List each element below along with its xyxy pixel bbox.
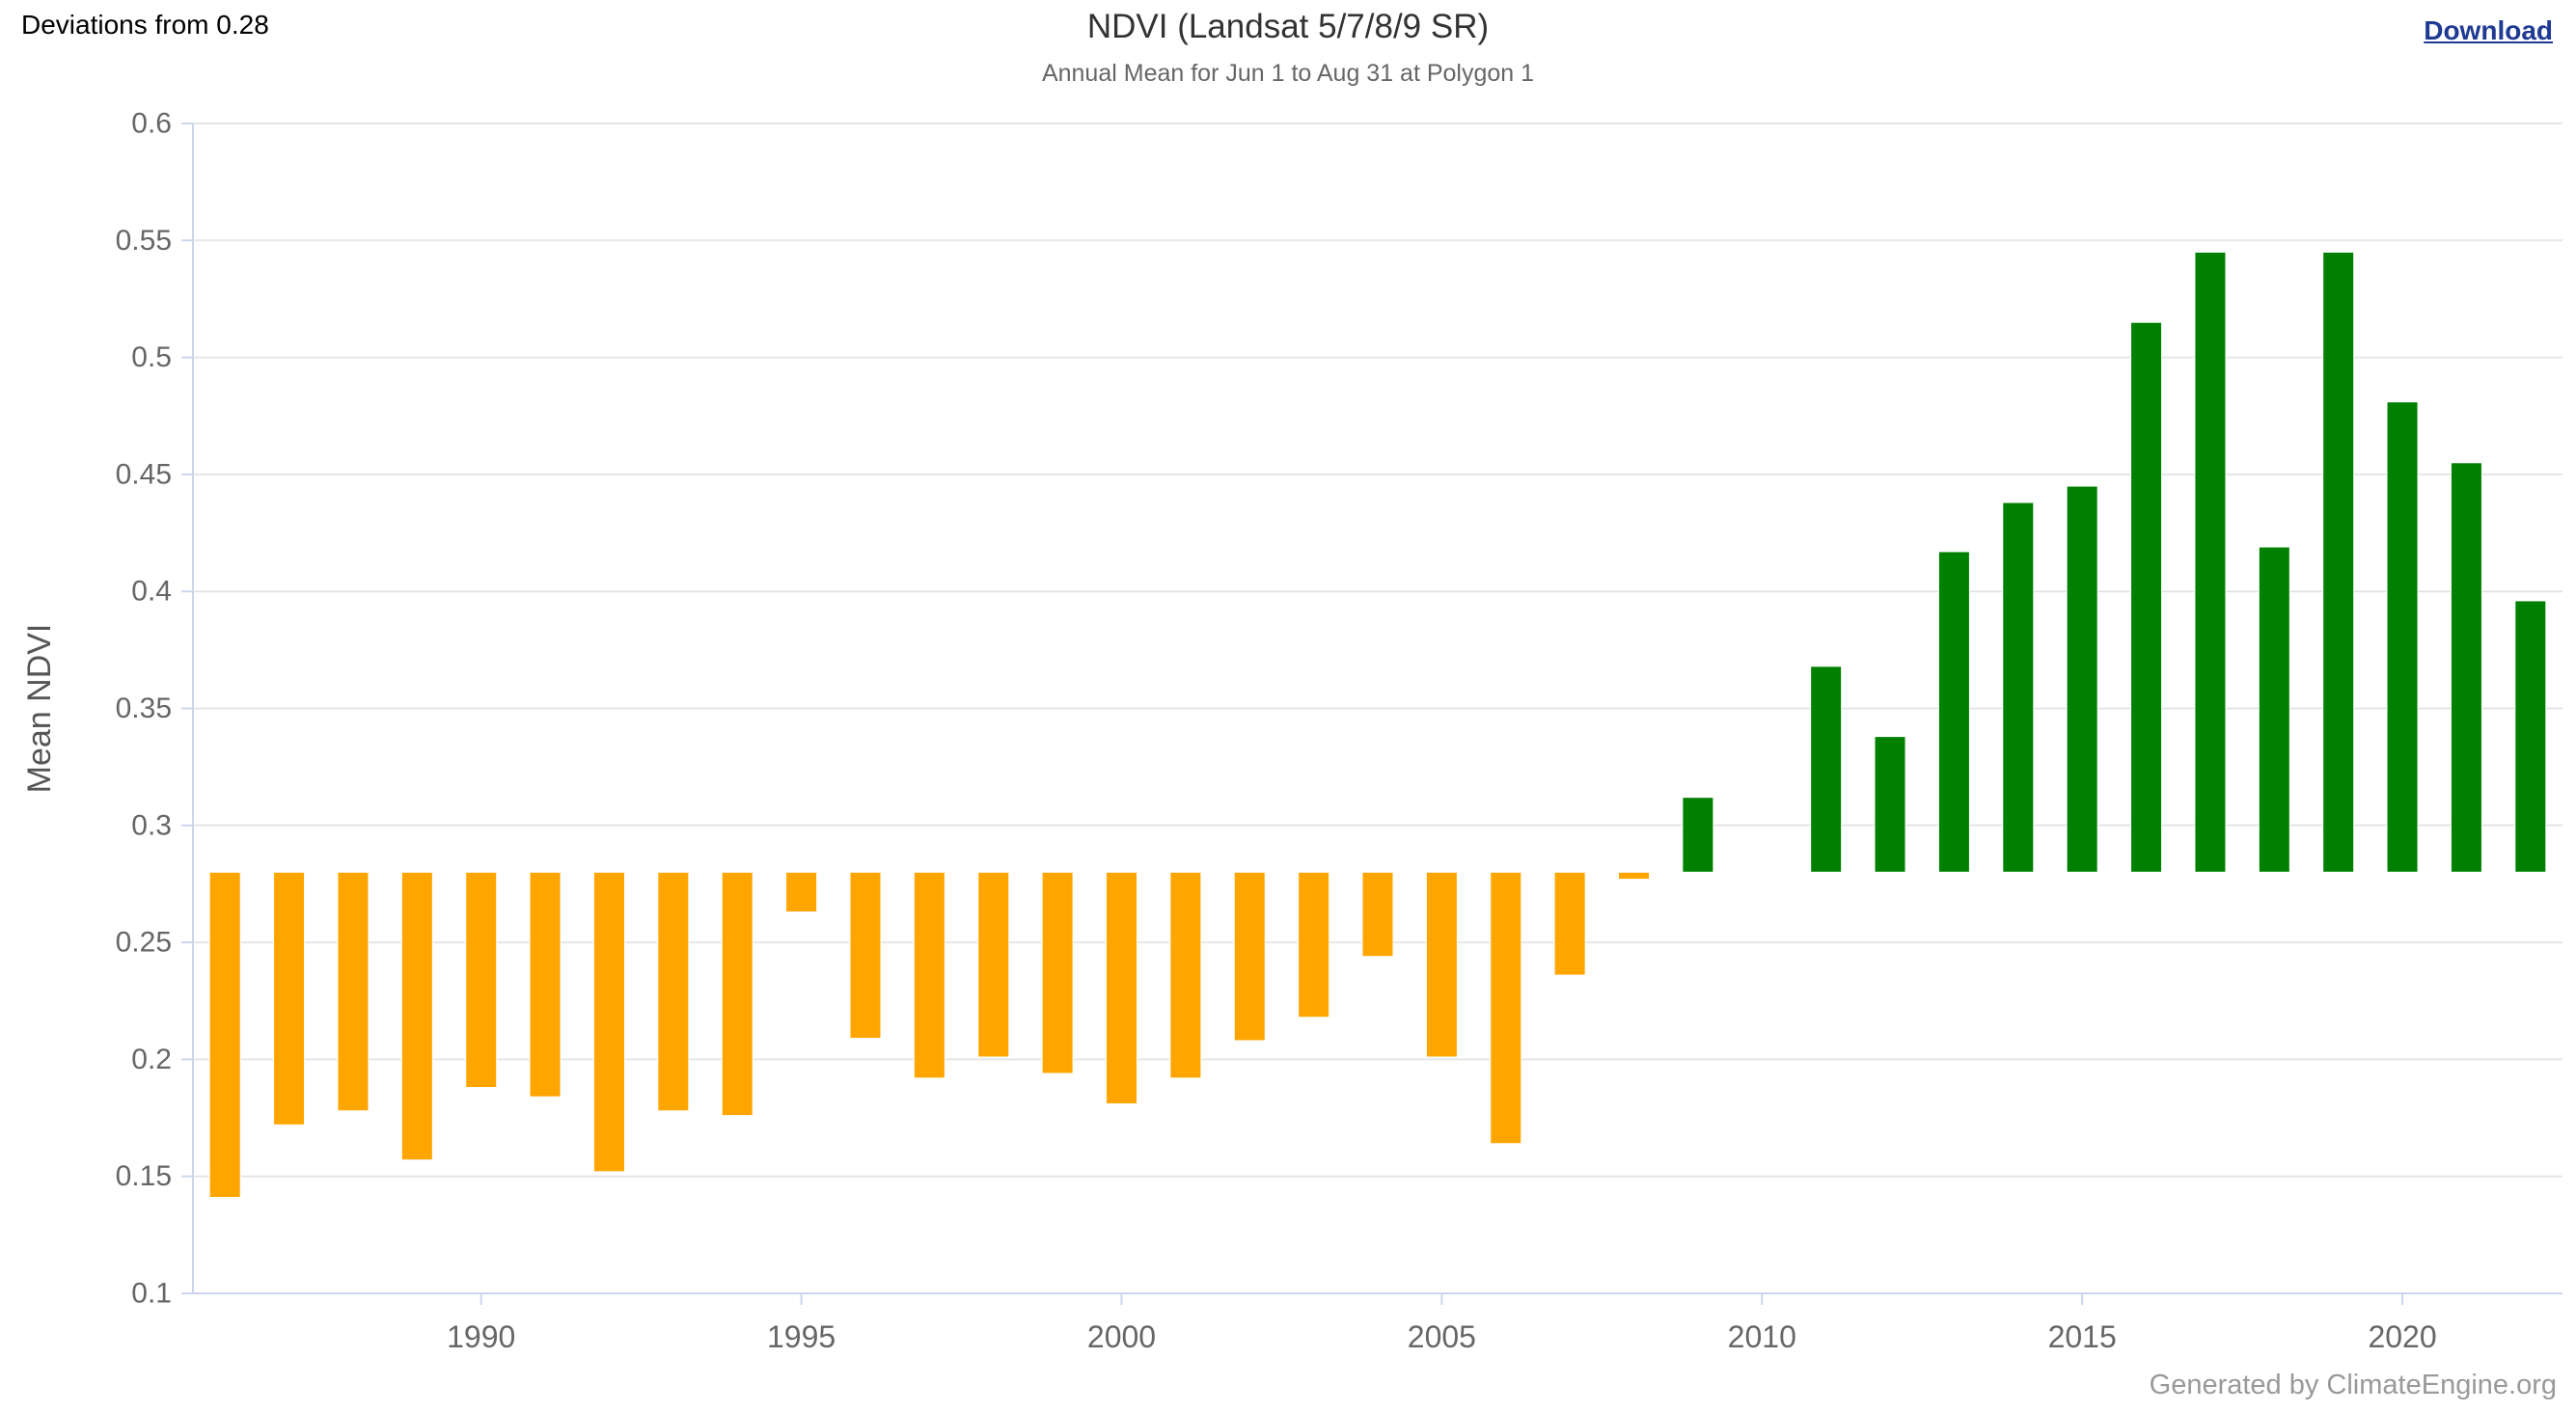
bar-2011[interactable] — [1810, 665, 1843, 873]
bar-1994[interactable] — [721, 871, 754, 1117]
bar-2003[interactable] — [1298, 871, 1330, 1018]
bar-1990[interactable] — [465, 871, 498, 1089]
x-label-1995: 1995 — [767, 1319, 836, 1354]
bar-2014[interactable] — [2002, 502, 2035, 873]
bar-2006[interactable] — [1490, 871, 1522, 1145]
bar-2018[interactable] — [2258, 546, 2290, 873]
bar-2012[interactable] — [1874, 736, 1906, 873]
x-label-1990: 1990 — [447, 1319, 515, 1354]
y-label-0.5: 0.5 — [131, 341, 172, 373]
bar-2005[interactable] — [1425, 871, 1458, 1058]
y-axis-title: Mean NDVI — [21, 624, 58, 794]
bar-1999[interactable] — [1041, 871, 1074, 1074]
bar-2016[interactable] — [2130, 321, 2163, 873]
y-label-0.3: 0.3 — [131, 809, 172, 841]
y-label-0.45: 0.45 — [116, 458, 172, 490]
bar-1993[interactable] — [657, 871, 690, 1112]
bar-2007[interactable] — [1553, 871, 1586, 976]
x-label-2005: 2005 — [1408, 1319, 1476, 1354]
deviations-baseline-label: Deviations from 0.28 — [21, 10, 269, 40]
bar-1991[interactable] — [529, 871, 562, 1098]
y-label-0.15: 0.15 — [116, 1160, 172, 1192]
bar-1995[interactable] — [785, 871, 818, 913]
bar-1997[interactable] — [913, 871, 945, 1079]
bar-2015[interactable] — [2066, 485, 2098, 873]
bar-2020[interactable] — [2386, 401, 2419, 873]
bar-2013[interactable] — [1937, 551, 1970, 873]
y-label-0.4: 0.4 — [131, 576, 172, 608]
bar-2019[interactable] — [2322, 251, 2355, 873]
y-label-0.25: 0.25 — [116, 927, 172, 959]
x-label-2015: 2015 — [2048, 1319, 2117, 1354]
y-label-0.6: 0.6 — [131, 108, 172, 140]
y-label-0.2: 0.2 — [131, 1044, 172, 1075]
chart-subtitle: Annual Mean for Jun 1 to Aug 31 at Polyg… — [1041, 60, 1535, 87]
y-label-0.35: 0.35 — [116, 692, 172, 724]
bar-1998[interactable] — [977, 871, 1010, 1058]
bar-1989[interactable] — [400, 871, 433, 1161]
credit-text: Generated by ClimateEngine.org — [2149, 1370, 2557, 1400]
x-label-2000: 2000 — [1087, 1319, 1156, 1354]
y-label-0.1: 0.1 — [131, 1278, 172, 1310]
x-label-2020: 2020 — [2368, 1319, 2436, 1354]
chart-title: NDVI (Landsat 5/7/8/9 SR) — [1086, 8, 1490, 45]
bar-2008[interactable] — [1618, 871, 1651, 881]
bar-2002[interactable] — [1233, 871, 1266, 1042]
y-label-0.55: 0.55 — [116, 225, 172, 257]
bar-1988[interactable] — [337, 871, 370, 1112]
bar-2004[interactable] — [1361, 871, 1394, 958]
bar-2009[interactable] — [1682, 797, 1714, 873]
bar-1992[interactable] — [592, 871, 625, 1173]
download-link[interactable]: Download — [2424, 15, 2553, 45]
bar-1986[interactable] — [208, 871, 241, 1199]
bar-2022[interactable] — [2514, 600, 2547, 873]
bar-1996[interactable] — [849, 871, 882, 1040]
x-label-2010: 2010 — [1728, 1319, 1796, 1354]
bar-2021[interactable] — [2450, 462, 2482, 873]
bar-2000[interactable] — [1105, 871, 1137, 1104]
bar-2017[interactable] — [2194, 251, 2227, 873]
bar-2001[interactable] — [1169, 871, 1202, 1079]
bar-1987[interactable] — [273, 871, 306, 1126]
